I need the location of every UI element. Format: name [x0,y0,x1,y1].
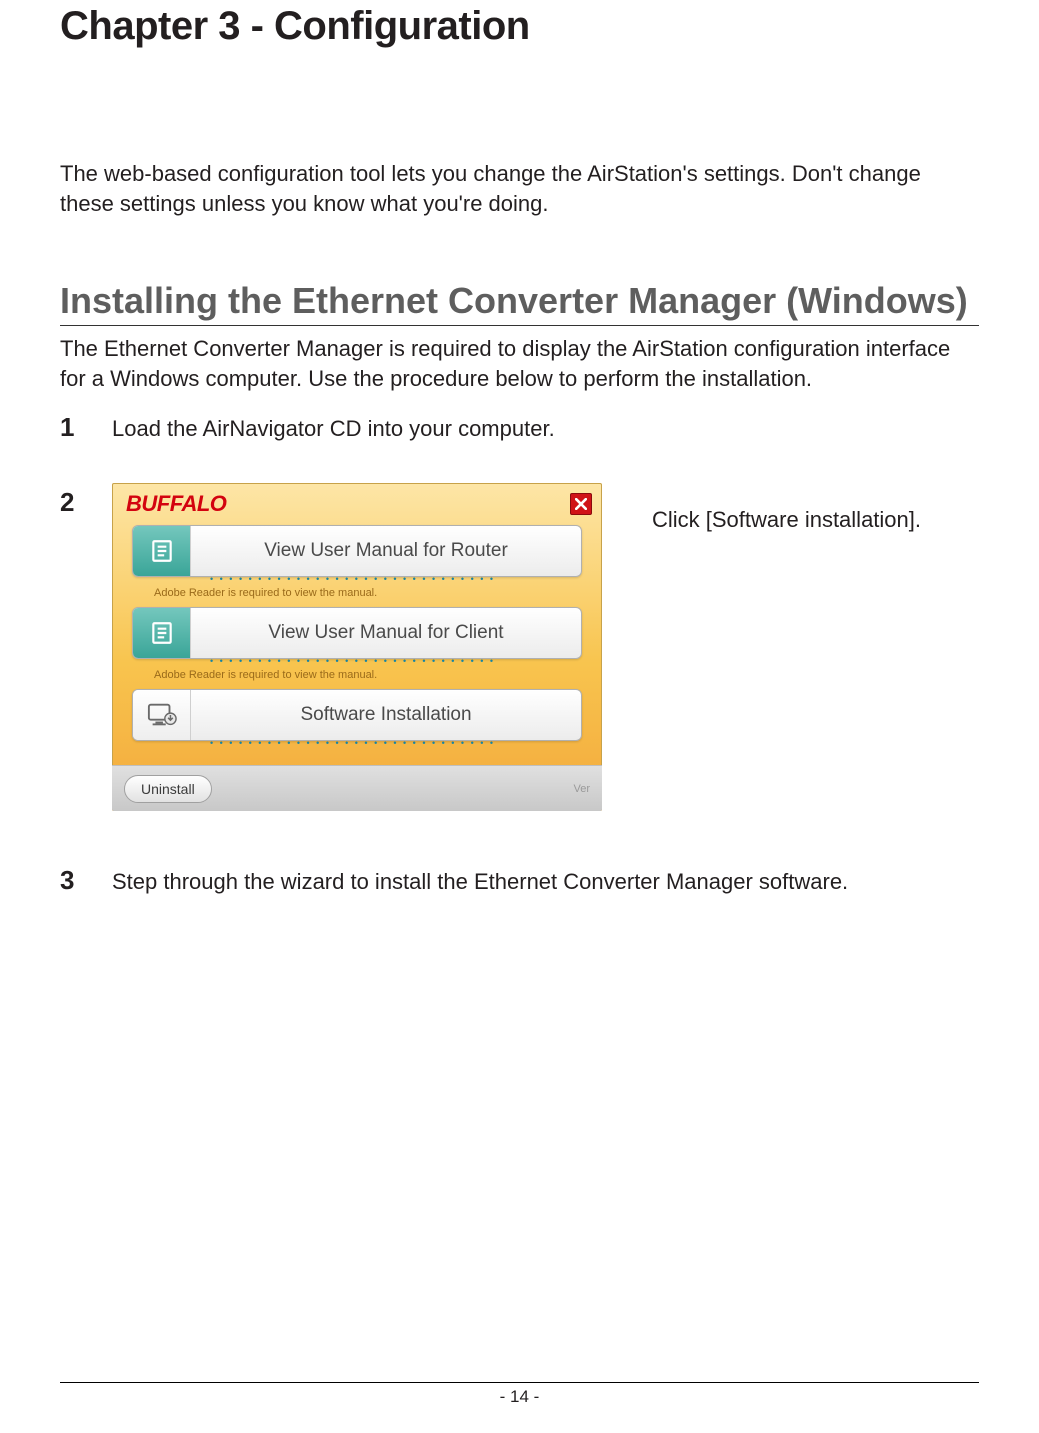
uninstall-button[interactable]: Uninstall [124,775,212,803]
button-label: View User Manual for Client [191,622,581,644]
intro-paragraph: The web-based configuration tool lets yo… [60,159,979,218]
step-3: 3 Step through the wizard to install the… [60,867,979,897]
step-number: 3 [60,867,112,893]
installer-header: BUFFALO [112,483,602,525]
step-number: 2 [60,489,112,515]
document-icon [133,608,191,658]
installer-window: BUFFALO View User Manual for Router [112,483,602,811]
page-number: - 14 - [60,1382,979,1407]
section-heading: Installing the Ethernet Converter Manage… [60,278,979,326]
adobe-hint: Adobe Reader is required to view the man… [132,586,582,607]
chapter-title: Chapter 3 - Configuration [60,4,979,49]
view-client-manual-button[interactable]: View User Manual for Client [132,607,582,659]
adobe-hint: Adobe Reader is required to view the man… [132,668,582,689]
section-body: The Ethernet Converter Manager is requir… [60,334,979,393]
button-label: View User Manual for Router [191,540,581,562]
step-2: 2 BUFFALO [60,483,979,811]
close-icon [575,498,587,510]
monitor-install-icon [133,690,191,740]
step-text: Step through the wizard to install the E… [112,867,979,897]
brand-logo: BUFFALO [126,491,226,517]
installer-footer: Uninstall Ver [112,765,602,811]
step-number: 1 [60,414,112,440]
button-label: Software Installation [191,704,581,726]
document-icon [133,526,191,576]
version-label: Ver [573,783,590,795]
close-button[interactable] [570,493,592,515]
step-1: 1 Load the AirNavigator CD into your com… [60,414,979,444]
step-text: Load the AirNavigator CD into your compu… [112,414,979,444]
steps-list: 1 Load the AirNavigator CD into your com… [60,414,979,897]
view-router-manual-button[interactable]: View User Manual for Router [132,525,582,577]
software-installation-button[interactable]: Software Installation [132,689,582,741]
step-caption: Click [Software installation]. [652,507,921,533]
